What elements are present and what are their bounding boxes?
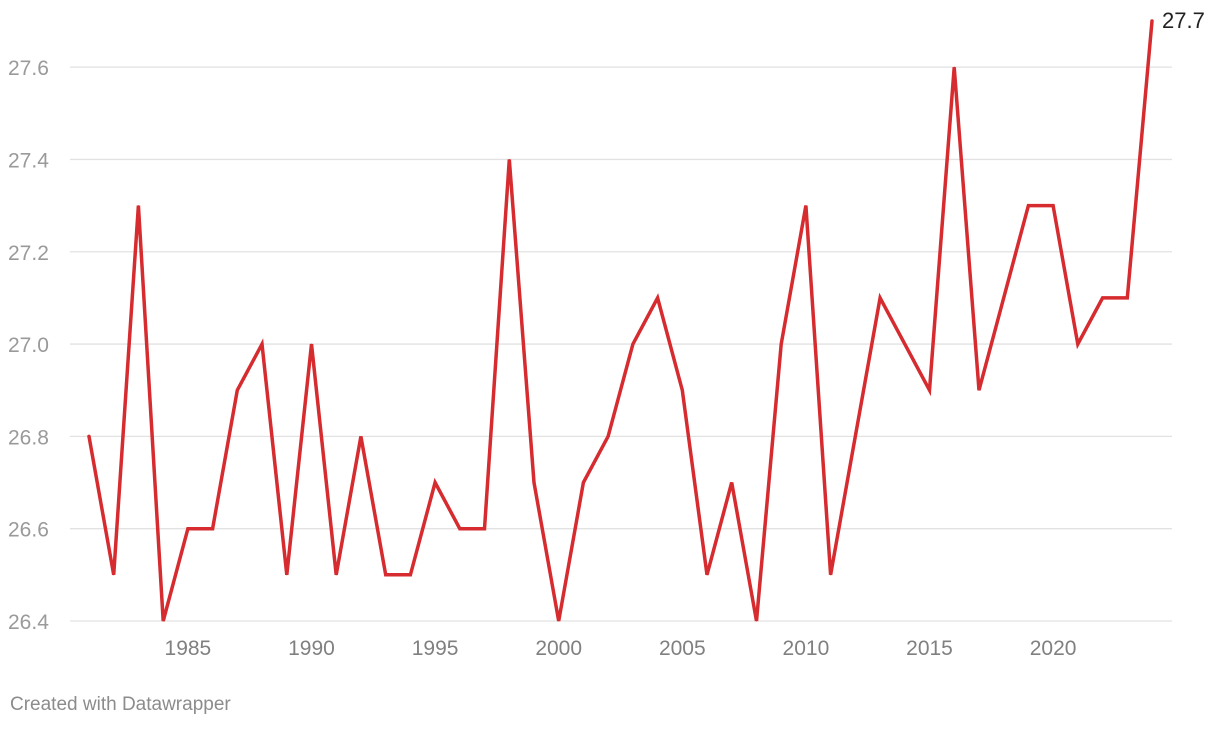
data-point [409,574,411,576]
data-point [582,482,584,484]
data-point [1126,297,1128,299]
data-point [830,574,832,576]
x-tick-label: 1990 [288,637,335,660]
data-point [1027,205,1029,207]
data-point [434,482,436,484]
gridlines [70,66,1172,622]
data-point [607,435,609,437]
y-tick-label: 26.8 [8,426,49,449]
x-tick-label: 1985 [165,637,212,660]
data-point [558,620,560,622]
data-point [1052,205,1054,207]
x-axis: 1985 1990 1995 2000 2005 2010 2015 2020 [165,637,1077,660]
data-point [335,574,337,576]
data-point [879,297,881,299]
data-point [88,435,90,437]
data-point [137,205,139,207]
data-point [632,343,634,345]
data-point [360,435,362,437]
data-point [681,389,683,391]
y-tick-label: 27.2 [8,242,49,265]
y-tick-label: 27.4 [8,149,49,172]
y-tick-label: 26.4 [8,611,49,634]
x-tick-label: 2005 [659,637,706,660]
data-point [236,389,238,391]
y-tick-label: 27.6 [8,57,49,80]
data-point [1077,343,1079,345]
data-point [385,574,387,576]
data-point [310,343,312,345]
data-point [780,343,782,345]
data-point [113,574,115,576]
data-point [657,297,659,299]
x-tick-label: 1995 [412,637,459,660]
credit-text: Created with Datawrapper [10,694,231,715]
data-point [706,574,708,576]
data-point [755,620,757,622]
data-point [1003,297,1005,299]
x-tick-label: 2000 [535,637,582,660]
data-point [904,343,906,345]
line-chart: 26.4 26.6 26.8 27.0 27.2 27.4 27.6 1985 1990 199… [8,8,1205,660]
x-tick-label: 2010 [783,637,830,660]
data-point [854,435,856,437]
data-point [731,482,733,484]
data-point [533,482,535,484]
data-point [929,389,931,391]
end-value-label: 27.7 [1162,8,1205,33]
data-point [953,66,955,68]
data-point [286,574,288,576]
end-labels: 27.7 [1162,8,1205,33]
data-point [508,158,510,160]
x-tick-label: 2015 [906,637,953,660]
data-point [261,343,263,345]
series-group [87,19,1154,622]
data-point [162,620,164,622]
data-point [1151,20,1153,22]
y-axis: 26.4 26.6 26.8 27.0 27.2 27.4 27.6 [8,57,49,634]
data-point [187,528,189,530]
y-tick-label: 26.6 [8,519,49,542]
data-point [484,528,486,530]
data-point [459,528,461,530]
data-point [1102,297,1104,299]
series-line [87,19,1154,622]
x-tick-label: 2020 [1030,637,1077,660]
data-point [978,389,980,391]
data-point [805,205,807,207]
data-point [212,528,214,530]
y-tick-label: 27.0 [8,334,49,357]
